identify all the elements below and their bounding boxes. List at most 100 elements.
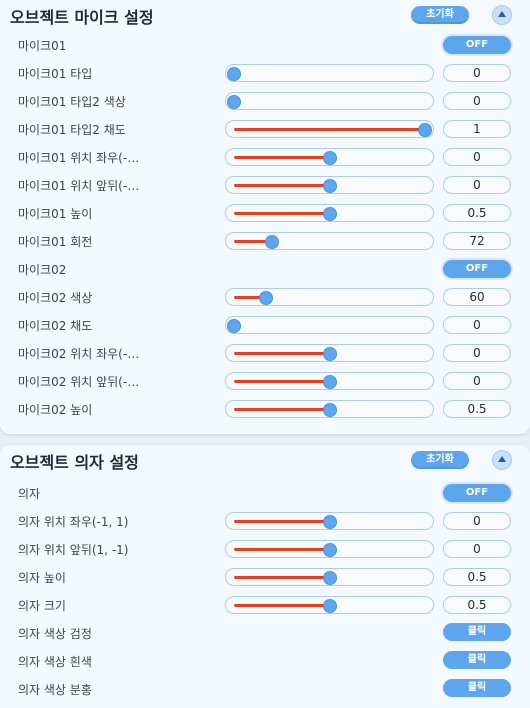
setting-label: 마이크01 타입2 색상 <box>18 95 126 109</box>
slider-thumb[interactable] <box>322 347 337 361</box>
value-input[interactable]: 0 <box>443 344 511 362</box>
slider-fill <box>234 156 330 159</box>
setting-row: 마이크01 OFF <box>0 31 530 59</box>
setting-row: 마이크02 위치 좌우(-… 0 <box>0 339 530 367</box>
slider-thumb[interactable] <box>259 291 274 305</box>
setting-row: 마이크01 타입 0 <box>0 59 530 87</box>
value-input[interactable]: 0 <box>443 540 511 558</box>
setting-label: 마이크02 위치 좌우(-… <box>18 347 140 361</box>
value-slider[interactable] <box>225 568 434 586</box>
setting-label: 마이크02 <box>18 263 67 277</box>
setting-row: 의자 크기 0.5 <box>0 591 530 619</box>
setting-row: 의자 OFF <box>0 479 530 507</box>
slider-fill <box>234 352 330 355</box>
value-input[interactable]: 72 <box>443 232 511 250</box>
value-slider[interactable] <box>225 204 434 222</box>
value-slider[interactable] <box>225 176 434 194</box>
value-input[interactable]: 1 <box>443 120 511 138</box>
value-input[interactable]: 0 <box>443 64 511 82</box>
slider-fill <box>234 548 330 551</box>
setting-label: 의자 위치 좌우(-1, 1) <box>18 515 129 529</box>
section-header: 오브젝트 마이크 설정 초기화 <box>0 0 530 32</box>
setting-label: 마이크02 색상 <box>18 291 93 305</box>
setting-row: 마이크02 높이 0.5 <box>0 395 530 423</box>
setting-row: 마이크01 타입2 채도 1 <box>0 115 530 143</box>
value-slider[interactable] <box>225 316 434 334</box>
slider-thumb[interactable] <box>265 235 280 249</box>
setting-label: 마이크02 채도 <box>18 319 93 333</box>
slider-thumb[interactable] <box>227 67 241 81</box>
setting-label: 의자 <box>18 487 41 501</box>
slider-thumb[interactable] <box>322 571 337 585</box>
slider-thumb[interactable] <box>322 543 337 557</box>
value-slider[interactable] <box>225 400 434 418</box>
setting-label: 의자 색상 분홍 <box>18 683 92 697</box>
value-slider[interactable] <box>225 92 434 110</box>
value-input[interactable]: 0.5 <box>443 596 511 614</box>
value-slider[interactable] <box>225 288 434 306</box>
slider-thumb[interactable] <box>322 151 337 165</box>
value-slider[interactable] <box>225 232 434 250</box>
mic-settings-panel: 오브젝트 마이크 설정 초기화 마이크01 OFF 마이크01 타입 0 마이크01 타… <box>0 0 530 434</box>
reset-button[interactable]: 초기화 <box>411 6 469 24</box>
slider-fill <box>234 408 330 411</box>
value-slider[interactable] <box>225 596 434 614</box>
reset-button[interactable]: 초기화 <box>411 451 469 469</box>
chair-settings-panel: 오브젝트 의자 설정 초기화 의자 OFF 의자 위치 좌우(-1, 1) 0 의자 위… <box>0 445 530 708</box>
setting-label: 마이크01 회전 <box>18 235 93 249</box>
section-title: 오브젝트 마이크 설정 <box>10 8 154 27</box>
value-input[interactable]: 0 <box>443 92 511 110</box>
value-slider[interactable] <box>225 120 434 138</box>
slider-fill <box>234 604 330 607</box>
setting-row: 마이크01 위치 좌우(-… 0 <box>0 143 530 171</box>
setting-row: 의자 높이 0.5 <box>0 563 530 591</box>
toggle-switch[interactable]: OFF <box>443 260 511 278</box>
setting-row: 마이크01 높이 0.5 <box>0 199 530 227</box>
value-slider[interactable] <box>225 540 434 558</box>
slider-thumb[interactable] <box>322 375 337 389</box>
slider-thumb[interactable] <box>322 207 337 221</box>
value-slider[interactable] <box>225 148 434 166</box>
value-input[interactable]: 0 <box>443 316 511 334</box>
collapse-chevron-up-icon[interactable] <box>492 450 512 470</box>
slider-thumb[interactable] <box>227 95 241 109</box>
setting-row: 마이크01 회전 72 <box>0 227 530 255</box>
click-button[interactable]: 클릭 <box>443 651 511 669</box>
toggle-switch[interactable]: OFF <box>443 36 511 54</box>
setting-row: 마이크01 타입2 색상 0 <box>0 87 530 115</box>
toggle-switch[interactable]: OFF <box>443 484 511 502</box>
setting-row: 의자 색상 검정 클릭 <box>0 619 530 647</box>
slider-thumb[interactable] <box>227 319 241 333</box>
slider-thumb[interactable] <box>418 123 432 137</box>
value-slider[interactable] <box>225 512 434 530</box>
setting-label: 의자 위치 앞뒤(1, -1) <box>18 543 129 557</box>
section-title: 오브젝트 의자 설정 <box>10 453 139 472</box>
slider-fill <box>234 576 330 579</box>
setting-label: 마이크02 위치 앞뒤(-… <box>18 375 140 389</box>
setting-label: 마이크01 위치 앞뒤(-… <box>18 179 140 193</box>
slider-thumb[interactable] <box>322 179 337 193</box>
setting-label: 의자 높이 <box>18 571 66 585</box>
slider-thumb[interactable] <box>322 403 337 417</box>
setting-label: 의자 색상 흰색 <box>18 655 92 669</box>
value-input[interactable]: 60 <box>443 288 511 306</box>
click-button[interactable]: 클릭 <box>443 623 511 641</box>
collapse-chevron-up-icon[interactable] <box>492 5 512 25</box>
setting-row: 마이크02 위치 앞뒤(-… 0 <box>0 367 530 395</box>
slider-thumb[interactable] <box>322 599 337 613</box>
value-input[interactable]: 0 <box>443 176 511 194</box>
value-slider[interactable] <box>225 64 434 82</box>
click-button[interactable]: 클릭 <box>443 679 511 697</box>
setting-label: 마이크01 타입 <box>18 67 93 81</box>
value-input[interactable]: 0.5 <box>443 204 511 222</box>
setting-label: 마이크01 타입2 채도 <box>18 123 126 137</box>
value-input[interactable]: 0.5 <box>443 568 511 586</box>
value-input[interactable]: 0 <box>443 512 511 530</box>
value-input[interactable]: 0 <box>443 148 511 166</box>
value-slider[interactable] <box>225 372 434 390</box>
value-input[interactable]: 0.5 <box>443 400 511 418</box>
value-input[interactable]: 0 <box>443 372 511 390</box>
value-slider[interactable] <box>225 344 434 362</box>
slider-thumb[interactable] <box>322 515 337 529</box>
setting-label: 의자 크기 <box>18 599 66 613</box>
